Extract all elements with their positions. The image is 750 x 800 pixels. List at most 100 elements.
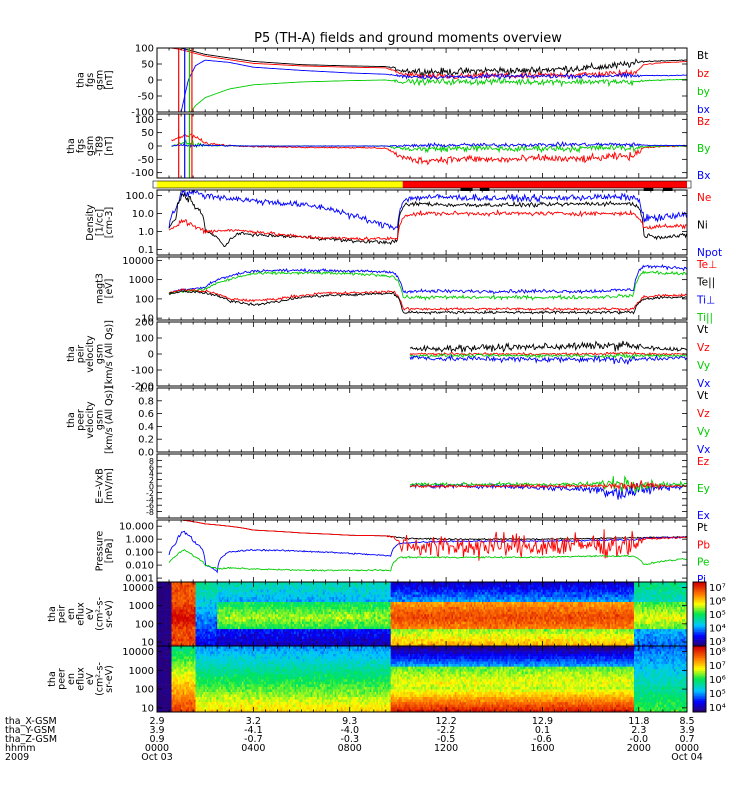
spectrogram-cell xyxy=(169,606,172,610)
spectrogram-cell xyxy=(375,584,378,588)
spectrogram-cell xyxy=(242,618,245,622)
spectrogram-cell xyxy=(222,611,224,615)
spectrogram-cell xyxy=(335,614,338,617)
spectrogram-cell xyxy=(354,616,357,620)
spectrogram-cell xyxy=(289,628,292,632)
spectrogram-cell xyxy=(268,604,271,607)
spectrogram-cell xyxy=(220,586,223,590)
spectrogram-cell xyxy=(398,621,401,625)
spectrogram-cell xyxy=(174,591,177,595)
spectrogram-cell xyxy=(250,594,253,598)
spectrogram-cell xyxy=(369,643,372,646)
spectrogram-cell xyxy=(338,623,341,627)
spectrogram-cell xyxy=(252,623,255,627)
spectrogram-cell xyxy=(282,628,285,632)
spectrogram-cell xyxy=(348,601,351,605)
spectrogram-cell xyxy=(158,586,161,590)
spectrogram-cell xyxy=(348,586,351,590)
spectrogram-cell xyxy=(337,638,340,642)
spectrogram-cell xyxy=(390,626,393,630)
spectrogram-cell xyxy=(286,633,288,637)
spectrogram-cell xyxy=(358,609,360,612)
spectrogram-cell xyxy=(211,628,214,632)
legend-label: Ez xyxy=(697,456,710,468)
spectrogram-cell xyxy=(321,599,324,602)
spectrogram-cell xyxy=(161,601,164,605)
spectrogram-cell xyxy=(383,633,386,637)
spectrogram-cell xyxy=(289,631,292,634)
spectrogram-cell xyxy=(286,621,288,625)
spectrogram-cell xyxy=(377,614,380,617)
spectrogram-cell xyxy=(250,631,253,634)
spectrogram-cell xyxy=(185,589,188,593)
spectrogram-cell xyxy=(190,591,193,595)
spectrogram-cell xyxy=(270,611,272,615)
spectrogram-cell xyxy=(244,604,247,607)
spectrogram-cell xyxy=(252,586,255,590)
spectrogram-cell xyxy=(182,641,185,644)
spectrogram-cell xyxy=(386,591,389,595)
spectrogram-cell xyxy=(263,591,266,595)
spectrogram-cell xyxy=(174,628,177,632)
spectrogram-cell xyxy=(329,582,332,585)
spectrogram-cell xyxy=(209,621,212,625)
legend-label: Ex xyxy=(697,510,710,522)
spectrogram-cell xyxy=(332,586,335,590)
spectrogram-cell xyxy=(294,623,296,627)
spectrogram-cell xyxy=(327,633,330,637)
spectrogram-cell xyxy=(372,636,375,639)
spectrogram-cell xyxy=(213,633,215,637)
spectrogram-cell xyxy=(193,623,196,627)
spectrogram-cell xyxy=(388,641,391,644)
spectrogram-cell xyxy=(220,584,223,588)
spectrogram-cell xyxy=(184,601,187,605)
spectrogram-cell xyxy=(278,596,280,600)
spectrogram-cell xyxy=(197,636,199,639)
spectrogram-cell xyxy=(294,638,296,642)
spectrogram-cell xyxy=(369,599,372,602)
spectrogram-cell xyxy=(351,626,354,630)
spectrogram-cell xyxy=(378,614,381,617)
spectrogram-cell xyxy=(338,604,341,607)
spectrogram-cell xyxy=(346,638,349,642)
spectrogram-cell xyxy=(173,638,175,642)
y-axis-label: Pressure xyxy=(95,531,106,572)
spectrogram-cell xyxy=(302,609,304,612)
spectrogram-cell xyxy=(160,621,163,625)
spectrogram-cell xyxy=(223,636,226,639)
spectrogram-cell xyxy=(298,582,301,585)
spectrogram-cell xyxy=(377,591,380,595)
spectrogram-cell xyxy=(327,621,330,625)
spectrogram-cell xyxy=(182,604,185,607)
spectrogram-cell xyxy=(247,594,250,598)
spectrogram-cell xyxy=(274,601,277,605)
spectrogram-cell xyxy=(324,623,327,627)
y-axis-label: gsm xyxy=(95,344,106,364)
spectrogram-cell xyxy=(257,638,260,642)
spectrogram-cell xyxy=(282,586,285,590)
spectrogram-cell xyxy=(332,623,335,627)
legend-label: Te⊥ xyxy=(696,259,717,271)
spectrogram-cell xyxy=(198,589,201,593)
spectrogram-cell xyxy=(330,611,333,615)
spectrogram-cell xyxy=(244,589,247,593)
spectrogram-cell xyxy=(343,584,346,588)
spectrogram-cell xyxy=(241,591,244,595)
spectrogram-cell xyxy=(225,584,228,588)
spectrogram-cell xyxy=(335,596,338,600)
spectrogram-cell xyxy=(193,609,196,612)
spectrogram-cell xyxy=(192,618,195,622)
spectrogram-cell xyxy=(353,628,356,632)
spectrogram-cell xyxy=(302,616,304,620)
spectrogram-cell xyxy=(385,589,388,593)
spectrogram-cell xyxy=(171,616,174,620)
spectrogram-cell xyxy=(362,643,365,646)
spectrogram-cell xyxy=(214,638,217,642)
spectrogram-cell xyxy=(306,584,309,588)
spectrogram-cell xyxy=(258,599,261,602)
spectrogram-cell xyxy=(370,601,373,605)
spectrogram-cell xyxy=(234,606,237,610)
spectrogram-cell xyxy=(265,628,268,632)
spectrogram-cell xyxy=(255,582,258,585)
spectrogram-cell xyxy=(278,638,280,642)
